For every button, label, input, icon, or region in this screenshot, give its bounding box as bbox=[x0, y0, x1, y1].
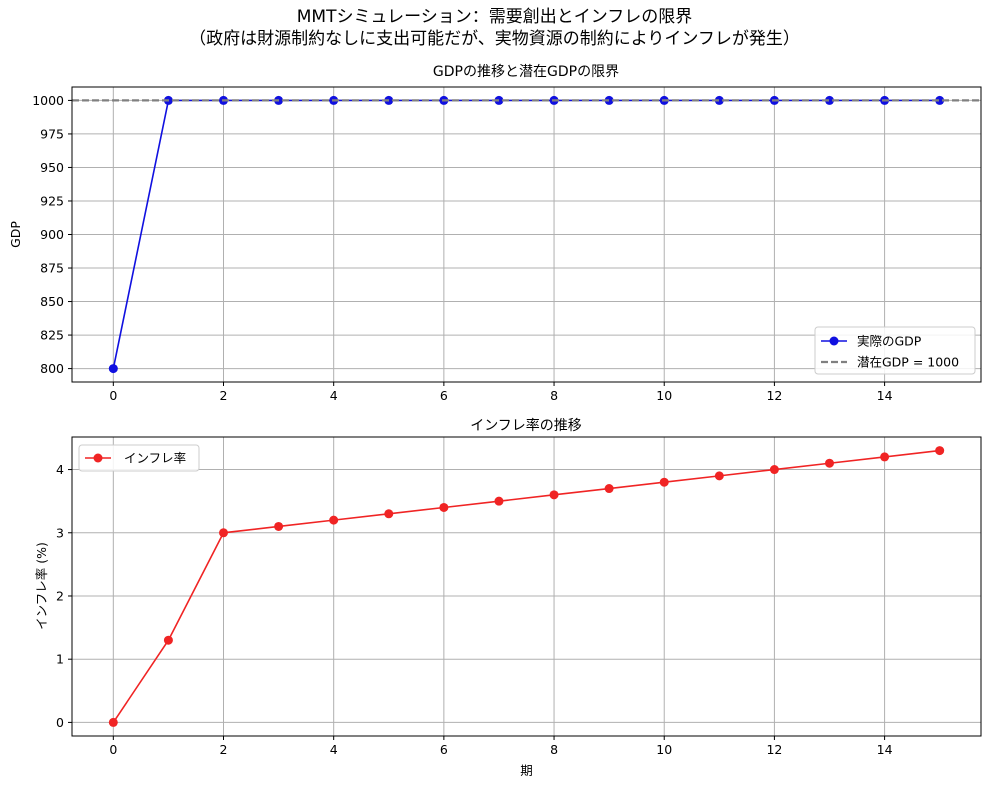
gdp-legend: 実際のGDP 潜在GDP = 1000 bbox=[814, 326, 976, 375]
figure-title-line2: （政府は財源制約なしに支出可能だが、実物資源の制約によりインフレが発生） bbox=[189, 29, 800, 49]
inflation-data-point bbox=[108, 717, 118, 727]
gdp-series bbox=[72, 95, 981, 374]
gdp-xtick-label: 8 bbox=[550, 388, 558, 403]
gdp-ytick-label: 850 bbox=[40, 294, 64, 309]
inflation-xtick-label: 6 bbox=[440, 742, 448, 757]
inflation-data-point bbox=[494, 496, 504, 506]
inflation-legend: インフレ率 bbox=[78, 444, 200, 472]
inflation-data-point bbox=[935, 446, 945, 456]
inflation-ytick-label: 3 bbox=[56, 525, 64, 540]
figure-title-line1: MMTシミュレーション：需要創出とインフレの限界 bbox=[297, 7, 693, 27]
inflation-data-point bbox=[274, 521, 284, 531]
gdp-data-point bbox=[825, 95, 834, 105]
inflation-data-point bbox=[384, 509, 394, 519]
inflation-panel-title: インフレ率の推移 bbox=[470, 417, 582, 434]
inflation-legend-box bbox=[78, 444, 200, 472]
gdp-ticks: 0 2 4 6 8 10 12 14 800 825 850 875 900 925 950 975 1000 bbox=[32, 93, 892, 403]
inflation-legend-label: インフレ率 bbox=[124, 451, 186, 466]
inflation-data-point bbox=[880, 452, 890, 462]
gdp-data-point bbox=[714, 95, 724, 105]
gdp-data-point bbox=[935, 95, 945, 105]
inflation-data-point bbox=[329, 515, 339, 525]
gdp-ytick-label: 825 bbox=[40, 328, 64, 343]
gdp-xtick-label: 4 bbox=[330, 388, 338, 403]
gdp-xtick-label: 2 bbox=[220, 388, 228, 403]
gdp-xtick-label: 10 bbox=[656, 388, 672, 403]
inflation-data-point bbox=[659, 477, 669, 487]
inflation-ytick-label: 0 bbox=[56, 715, 64, 730]
gdp-panel-title: GDPの推移と潜在GDPの限界 bbox=[433, 64, 619, 80]
gdp-xtick-label: 12 bbox=[766, 388, 782, 403]
inflation-axes-frame bbox=[71, 436, 982, 737]
gdp-data-point bbox=[108, 364, 118, 374]
gdp-ytick-label: 800 bbox=[40, 361, 64, 376]
potential-legend-label: 潜在GDP = 1000 bbox=[857, 355, 959, 370]
inflation-data-point bbox=[604, 484, 614, 494]
inflation-ytick-label: 2 bbox=[56, 588, 64, 603]
gdp-legend-box bbox=[814, 326, 976, 375]
gdp-ytick-label: 875 bbox=[40, 261, 64, 276]
inflation-xtick-label: 8 bbox=[550, 742, 558, 757]
inflation-data-point bbox=[219, 528, 228, 538]
inflation-xtick-label: 2 bbox=[220, 742, 228, 757]
inflation-xtick-label: 10 bbox=[656, 742, 672, 757]
inflation-data-point bbox=[769, 465, 779, 475]
gdp-ytick-label: 975 bbox=[40, 126, 64, 141]
inflation-ytick-label: 4 bbox=[56, 462, 64, 477]
inflation-data-point bbox=[825, 458, 834, 468]
gdp-xtick-label: 0 bbox=[109, 388, 117, 403]
inflation-xtick-label: 0 bbox=[109, 742, 117, 757]
gdp-xtick-label: 6 bbox=[440, 388, 448, 403]
gdp-legend-marker bbox=[829, 336, 839, 346]
inflation-data-point bbox=[549, 490, 559, 500]
inflation-xlabel: 期 bbox=[520, 763, 533, 778]
gdp-panel: GDPの推移と潜在GDPの限界 0 2 4 6 8 10 12 14 800 825 850 875 9… bbox=[8, 64, 982, 403]
inflation-legend-marker bbox=[93, 453, 103, 463]
gdp-ytick-label: 950 bbox=[40, 160, 64, 175]
inflation-grid bbox=[72, 437, 981, 736]
gdp-ytick-label: 1000 bbox=[32, 93, 64, 108]
inflation-ylabel: インフレ率 (%) bbox=[34, 542, 49, 630]
inflation-series bbox=[108, 446, 945, 727]
inflation-xtick-label: 4 bbox=[330, 742, 338, 757]
gdp-ylabel: GDP bbox=[8, 221, 23, 248]
inflation-data-point bbox=[439, 502, 449, 512]
inflation-data-point bbox=[163, 635, 173, 645]
gdp-ytick-label: 900 bbox=[40, 227, 64, 242]
gdp-data-point bbox=[604, 95, 614, 105]
gdp-legend-label: 実際のGDP bbox=[857, 334, 922, 349]
inflation-xtick-label: 14 bbox=[877, 742, 893, 757]
inflation-ytick-label: 1 bbox=[56, 652, 64, 667]
gdp-xtick-label: 14 bbox=[877, 388, 893, 403]
inflation-xtick-label: 12 bbox=[766, 742, 782, 757]
inflation-data-point bbox=[714, 471, 724, 481]
inflation-series-line bbox=[112, 449, 940, 723]
gdp-ytick-label: 925 bbox=[40, 193, 64, 208]
